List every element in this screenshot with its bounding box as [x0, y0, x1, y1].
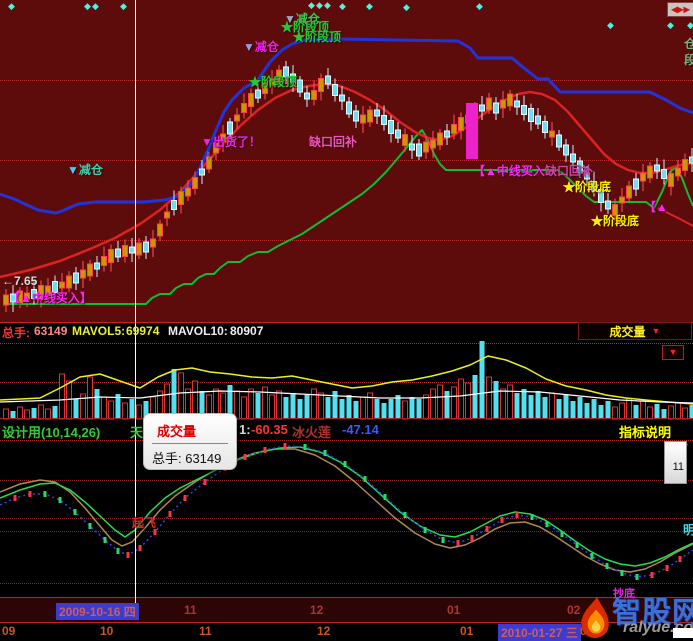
- mini-toolbar-buttons[interactable]: ◀▶▶: [667, 2, 693, 17]
- annotation-阶段底: ★阶段底: [563, 178, 611, 195]
- annotation-起飞: 起飞: [132, 514, 156, 531]
- annotation-【▲: 【▲: [644, 198, 668, 215]
- axis-label: 11: [184, 603, 197, 617]
- annotation-text: 阶段顶: [305, 30, 341, 44]
- annotation-text: 仓: [684, 37, 693, 51]
- zongshou-label: 总手:: [2, 324, 30, 341]
- axis-label: 01: [460, 624, 473, 638]
- annotation-段: 段: [684, 51, 693, 68]
- annotation-text: 阶段顶: [261, 75, 297, 89]
- axis-label: 12: [310, 603, 323, 617]
- diamond-marker-icon: ◆: [8, 1, 15, 12]
- annotation-text: 缺口回补: [545, 164, 593, 178]
- annotation-text: 【▲: [644, 200, 668, 214]
- annotation-marker-icon: ★: [563, 180, 575, 194]
- axis-date-highlight: 2009-10-16 四: [56, 603, 139, 620]
- annotation-阶段底: ★阶段底: [591, 212, 639, 229]
- annotation-marker-icon: ▼: [243, 40, 255, 54]
- axis-label: 01: [447, 603, 460, 617]
- triangle-down-icon: ▼: [669, 348, 678, 357]
- annotation-marker-icon: ★: [281, 20, 293, 34]
- tooltip-title: 成交量: [157, 421, 236, 440]
- annotation-减仓: ▼减仓: [67, 161, 103, 178]
- annotation-text: 阶段底: [575, 180, 611, 194]
- annotation-marker-icon: ★: [591, 214, 603, 228]
- annotation-text: 减仓: [255, 40, 279, 54]
- diamond-marker-icon: ◆: [120, 1, 127, 12]
- indicator-prefix: 1:: [239, 422, 251, 437]
- diamond-marker-icon: ◆: [316, 0, 323, 11]
- annotation-text: 【▲中线买入】: [8, 291, 92, 305]
- volume-dropdown-label: 成交量: [610, 323, 646, 340]
- diamond-marker-icon: ◆: [308, 0, 315, 11]
- volume-bars-layer: [4, 341, 693, 419]
- volume-indicator-dropdown[interactable]: 成交量 ▼: [578, 322, 692, 340]
- annotation-【▲中线买入: 【▲中线买入: [473, 162, 545, 179]
- indicator-params: 设计用(10,14,26): [2, 422, 100, 441]
- oscillator-ticks-layer: [14, 443, 682, 580]
- axis-label: 09: [2, 624, 15, 638]
- volume-tooltip: 成交量 总手: 63149: [143, 413, 237, 470]
- annotation-text: 出货了！: [213, 135, 261, 149]
- indicator-value-2: -47.14: [342, 422, 379, 437]
- annotation-text: ←7.65: [2, 274, 37, 288]
- indicator-help-link[interactable]: 指标说明: [619, 422, 671, 441]
- side-value: 11: [673, 461, 684, 473]
- annotation-marker-icon: ★: [293, 30, 305, 44]
- diamond-marker-icon: ◆: [403, 2, 410, 13]
- annotation-←7.65: ←7.65: [2, 274, 37, 288]
- diamond-marker-icon: ◆: [84, 1, 91, 12]
- annotation-marker-icon: ★: [249, 75, 261, 89]
- flame-icon: [576, 597, 614, 639]
- diamond-marker-icon: ◆: [339, 1, 346, 12]
- mavol10-label: MAVOL10:: [168, 324, 228, 338]
- annotation-阶段顶: ★阶段顶: [293, 28, 341, 45]
- diamond-marker-icon: ◆: [366, 1, 373, 12]
- chevron-down-icon: ▼: [652, 326, 661, 336]
- indicator-value-1: -60.35: [251, 422, 288, 437]
- corner-white-box: [673, 628, 693, 638]
- annotation-text: 缺口回补: [309, 135, 357, 149]
- diamond-marker-icon: ◆: [667, 20, 674, 31]
- annotation-【▲中线买入】: 【▲中线买入】: [8, 289, 92, 306]
- axis-label: 10: [100, 624, 113, 638]
- diamond-marker-icon: ◆: [324, 0, 331, 11]
- annotation-text: 明: [683, 523, 693, 537]
- annotation-仓: 仓: [684, 35, 693, 52]
- axis-date-highlight: 2010-01-27 三: [498, 624, 581, 641]
- indicator-name-2: 冰火莲: [292, 422, 331, 441]
- tooltip-divider: [152, 443, 228, 444]
- axis-label: 12: [317, 624, 330, 638]
- mavol5-label: MAVOL5:: [72, 324, 125, 338]
- diamond-marker-icon: ◆: [687, 20, 693, 31]
- annotation-阶段顶: ★阶段顶: [249, 73, 297, 90]
- diamond-marker-icon: ◆: [92, 1, 99, 12]
- tooltip-value: 总手: 63149: [152, 448, 236, 467]
- annotation-text: 减仓: [79, 163, 103, 177]
- annotation-↓: ↓: [205, 147, 211, 161]
- highlight-bar: [466, 103, 478, 159]
- annotation-text: 段: [684, 53, 693, 67]
- annotation-text: 【▲中线买入: [473, 164, 545, 178]
- annotation-text: ↓: [205, 147, 211, 161]
- annotation-缺口回补: 缺口回补: [309, 133, 357, 150]
- indicator-scroll-button[interactable]: ▼: [662, 345, 684, 360]
- annotation-缺口回补: 缺口回补: [545, 162, 593, 179]
- annotation-减仓: ▼减仓: [243, 38, 279, 55]
- annotation-marker-icon: ▼: [67, 163, 79, 177]
- annotation-text: 阶段底: [603, 214, 639, 228]
- annotation-明: 明: [683, 521, 693, 538]
- axis-label: 11: [199, 624, 212, 638]
- diamond-marker-icon: ◆: [607, 20, 614, 31]
- diamond-marker-icon: ◆: [476, 1, 483, 12]
- side-value-panel: 11: [664, 441, 687, 484]
- mavol10-value: 80907: [230, 324, 263, 338]
- mavol5-value: 69974: [126, 324, 159, 338]
- zongshou-value: 63149: [34, 324, 67, 338]
- annotation-text: 起飞: [132, 516, 156, 530]
